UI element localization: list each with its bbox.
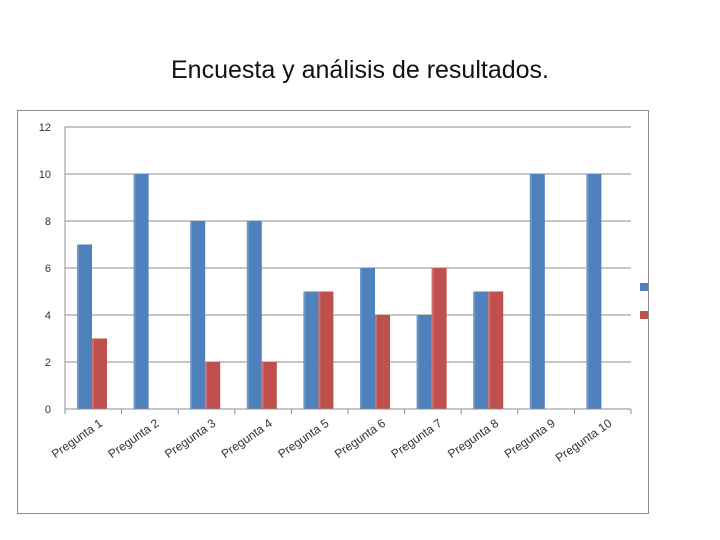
bar-no <box>261 362 277 409</box>
bar-highlight <box>488 291 491 409</box>
x-tick-label: Pregunta 7 <box>388 416 444 461</box>
x-tick-label: Pregunta 6 <box>332 416 388 461</box>
bar-highlight <box>529 174 532 409</box>
bar-no <box>375 315 390 409</box>
bar-highlight <box>92 338 94 409</box>
x-tick-label: Pregunta 4 <box>219 416 275 461</box>
y-tick-label: 6 <box>45 263 51 275</box>
y-tick-label: 2 <box>45 357 51 369</box>
bar-highlight <box>375 315 377 409</box>
bar-si <box>77 244 92 409</box>
bar-highlight <box>303 291 306 409</box>
bar-highlight <box>246 221 249 409</box>
bar-highlight <box>586 174 589 409</box>
bar-no <box>205 362 221 409</box>
bar-si <box>529 174 545 409</box>
y-tick-label: 4 <box>45 310 51 322</box>
y-tick-label: 10 <box>39 169 51 181</box>
legend-swatch <box>640 311 648 319</box>
y-tick-label: 12 <box>39 122 51 134</box>
bar-highlight <box>360 268 362 409</box>
x-tick-label: Pregunta 2 <box>105 416 161 461</box>
bar-highlight <box>473 291 476 409</box>
y-tick-label: 8 <box>45 216 51 228</box>
bar-highlight <box>261 362 264 409</box>
x-tick-label: Pregunta 8 <box>445 416 501 461</box>
x-tick-label: Pregunta 5 <box>275 416 331 461</box>
bar-si <box>416 315 432 409</box>
x-tick-label: Pregunta 3 <box>162 416 218 461</box>
bar-si <box>246 221 262 409</box>
bar-si <box>360 268 375 409</box>
legend-swatch <box>640 283 648 291</box>
y-tick-label: 0 <box>45 404 51 416</box>
slide-title: Encuesta y análisis de resultados. <box>171 56 549 84</box>
x-tick-label: Pregunta 10 <box>553 416 615 465</box>
bar-no <box>92 338 107 409</box>
bar-highlight <box>431 268 434 409</box>
bar-no <box>431 268 447 409</box>
bar-si <box>586 174 602 409</box>
bar-highlight <box>205 362 208 409</box>
bar-no <box>318 291 334 409</box>
bar-si <box>303 291 319 409</box>
bar-highlight <box>190 221 193 409</box>
bar-si <box>133 174 149 409</box>
bar-si <box>473 291 489 409</box>
bar-highlight <box>416 315 419 409</box>
bar-highlight <box>318 291 321 409</box>
x-tick-label: Pregunta 9 <box>502 416 558 461</box>
bar-highlight <box>77 244 79 409</box>
bar-no <box>488 291 504 409</box>
x-tick-label: Pregunta 1 <box>49 416 105 461</box>
bar-highlight <box>133 174 136 409</box>
bar-si <box>190 221 206 409</box>
